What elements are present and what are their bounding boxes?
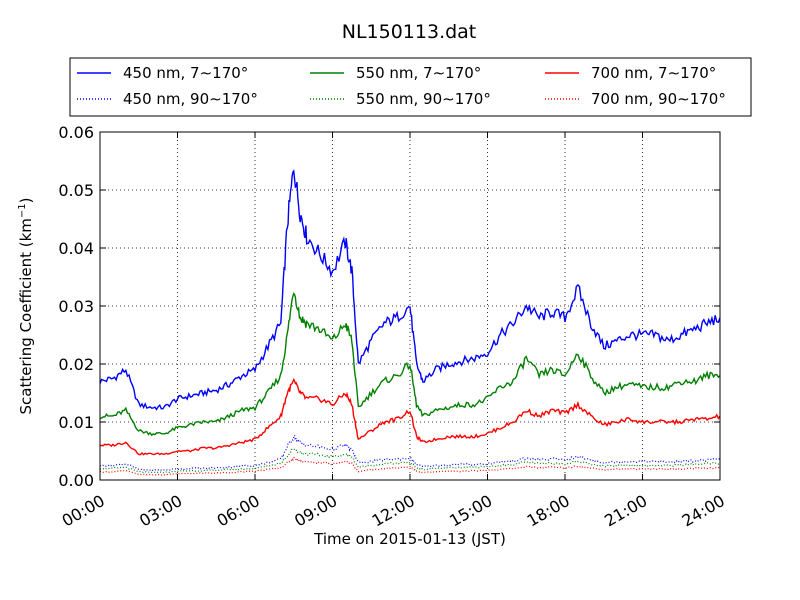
legend-label-0: 450 nm, 7∼170° [123,64,248,82]
y-axis-title-close: ) [17,197,35,203]
y-axis-title: Scattering Coefficient (km−1) [17,197,35,414]
y-tick-label: 0.03 [58,297,94,316]
chart-title: NL150113.dat [342,21,477,43]
y-tick-label: 0.02 [58,355,94,374]
y-tick-label: 0.05 [58,181,94,200]
legend-label-4: 550 nm, 90∼170° [356,90,491,108]
x-tick-label: 06:00 [214,491,263,531]
series-group [99,169,721,476]
series-line-5 [99,456,721,476]
x-tick-label: 15:00 [446,491,495,531]
legend-label-1: 550 nm, 7∼170° [356,64,481,82]
x-tick-label: 12:00 [369,491,418,531]
y-tick-label: 0.01 [58,413,94,432]
x-tick-label: 09:00 [291,491,340,531]
x-tick-label: 03:00 [136,491,185,531]
y-tick-label: 0.06 [58,123,94,142]
series-line-0 [99,169,721,411]
x-tick-label: 00:00 [59,491,108,531]
series-line-3 [99,432,721,472]
legend-label-3: 450 nm, 90∼170° [123,90,258,108]
y-tick-labels: 0.00 0.01 0.02 0.03 0.04 0.05 0.06 [58,123,94,490]
x-tick-label: 24:00 [679,491,728,531]
legend-label-5: 700 nm, 90∼170° [591,90,726,108]
x-tick-labels: 00:00 03:00 06:00 09:00 12:00 15:00 18:00 21:00… [59,491,728,531]
y-axis-title-main: Scattering Coefficient (km [17,218,35,414]
series-line-2 [99,377,721,456]
y-tick-label: 0.04 [58,239,94,258]
x-tick-label: 18:00 [524,491,573,531]
grid [100,132,720,480]
legend-box [69,57,752,117]
series-line-1 [99,292,721,437]
y-tick-label: 0.00 [58,471,94,490]
legend: 450 nm, 7∼170° 550 nm, 7∼170° 700 nm, 7∼17… [69,57,752,117]
series-line-4 [99,448,721,474]
x-axis-title: Time on 2015-01-13 (JST) [313,530,506,548]
ticks [99,131,721,481]
legend-label-2: 700 nm, 7∼170° [591,64,716,82]
y-axis-title-superscript: −1 [17,203,28,218]
x-tick-label: 21:00 [601,491,650,531]
